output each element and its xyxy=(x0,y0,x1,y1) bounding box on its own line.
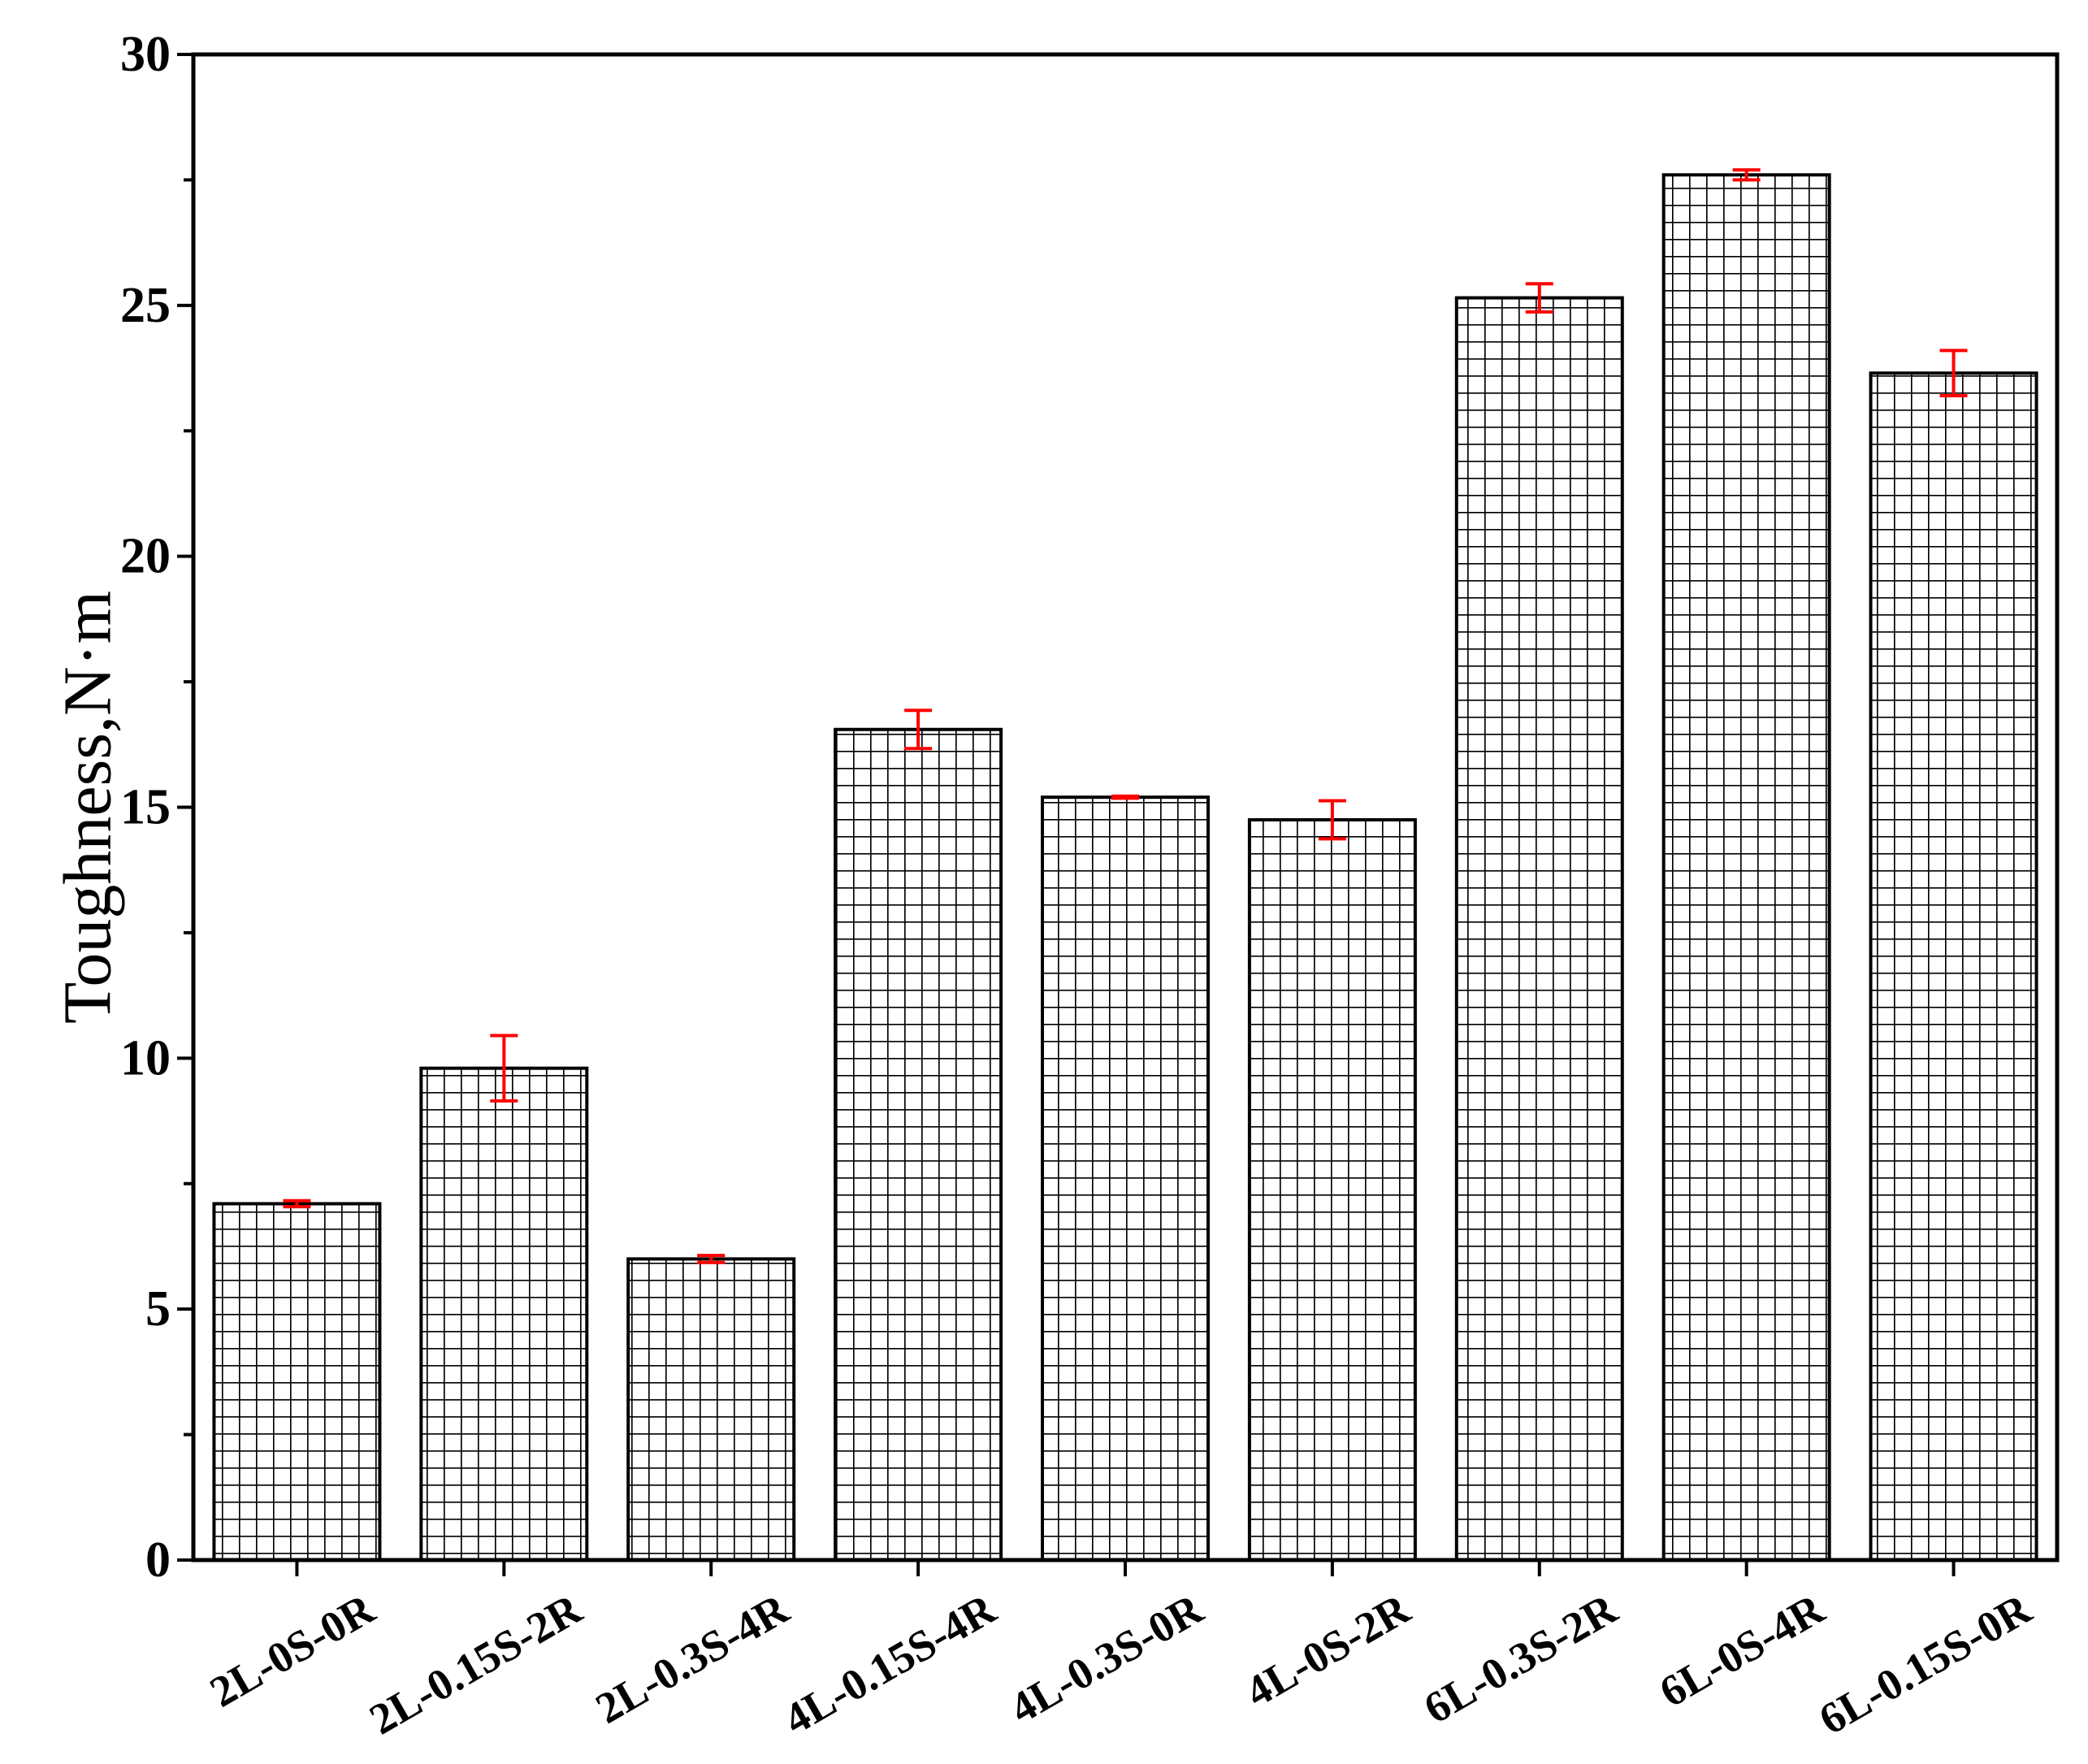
y-axis-title: Toughness,N·m xyxy=(50,591,126,1024)
x-tick-label: 4L-0.15S-4R xyxy=(776,1584,1005,1744)
y-tick-label: 20 xyxy=(120,529,171,584)
x-tick-label: 6L-0.3S-2R xyxy=(1416,1584,1626,1733)
y-tick-label: 10 xyxy=(120,1030,171,1086)
error-bar-6L-0.15S-0R xyxy=(1939,349,1968,398)
y-tick-label: 0 xyxy=(145,1532,171,1588)
x-tick-label: 4L-0.3S-0R xyxy=(1002,1584,1211,1733)
x-tick-label: 2L-0.15S-2R xyxy=(362,1584,591,1744)
bar-6L-0.15S-0R xyxy=(1869,371,2038,1562)
x-tick-label: 4L-0S-2R xyxy=(1237,1584,1419,1716)
y-tick-label: 25 xyxy=(120,278,171,333)
error-bar-2L-0.3S-4R xyxy=(697,1254,726,1264)
bar-4L-0.15S-4R xyxy=(834,727,1003,1562)
bar-6L-0S-4R xyxy=(1661,173,1831,1562)
bar-6L-0.3S-2R xyxy=(1454,296,1624,1562)
error-bar-4L-0.15S-4R xyxy=(904,709,933,751)
bar-4L-0S-2R xyxy=(1247,817,1417,1562)
error-bar-6L-0S-4R xyxy=(1732,168,1761,182)
x-tick-label: 2L-0S-0R xyxy=(201,1584,383,1716)
x-axis: 2L-0S-0R2L-0.15S-2R2L-0.3S-4R4L-0.15S-4R… xyxy=(201,1560,2040,1744)
error-bar-2L-0.15S-2R xyxy=(490,1034,518,1103)
error-bar-4L-0.3S-0R xyxy=(1111,794,1139,800)
error-bar-4L-0S-2R xyxy=(1318,799,1346,841)
x-tick-label: 2L-0.3S-4R xyxy=(587,1584,797,1733)
y-tick-label: 30 xyxy=(120,27,171,82)
error-bar-2L-0S-0R xyxy=(283,1198,311,1209)
error-bars-group xyxy=(283,168,1968,1264)
bars-group xyxy=(212,173,2038,1562)
bar-2L-0.15S-2R xyxy=(419,1066,589,1562)
error-bar-6L-0.3S-2R xyxy=(1525,282,1553,314)
bar-2L-0.3S-4R xyxy=(626,1257,796,1562)
y-tick-label: 5 xyxy=(145,1281,171,1337)
y-axis: 0 5 10 15 20 25 30 xyxy=(120,27,193,1588)
x-tick-label: 6L-0.15S-0R xyxy=(1811,1584,2040,1744)
x-tick-label: 6L-0S-4R xyxy=(1652,1584,1833,1716)
bar-4L-0.3S-0R xyxy=(1041,795,1210,1562)
y-tick-label: 15 xyxy=(120,780,171,835)
bar-2L-0S-0R xyxy=(212,1202,382,1562)
